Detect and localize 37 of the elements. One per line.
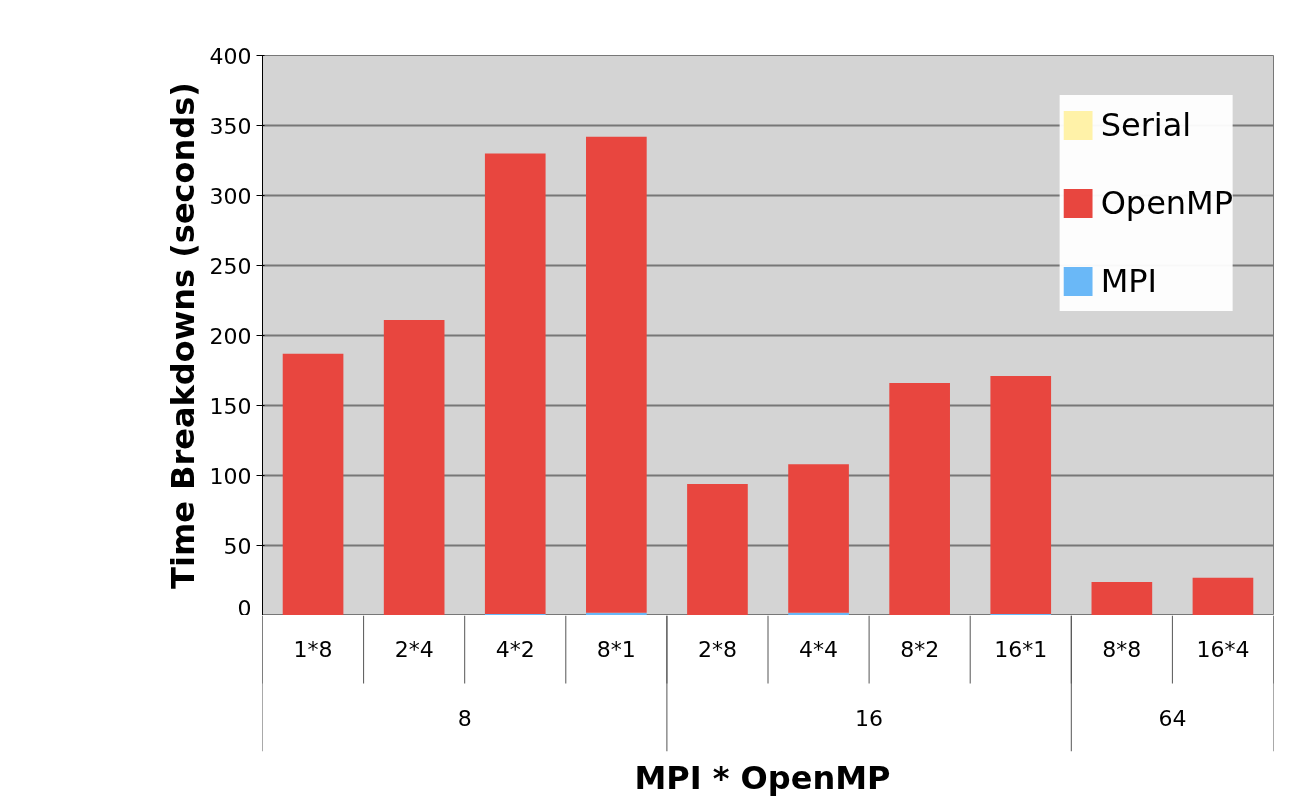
y-tick-label: 300 [209, 183, 252, 209]
x-tick-label: 16*1 [994, 637, 1048, 662]
y-tick-label: 200 [209, 323, 252, 349]
bar [1091, 581, 1153, 615]
legend-label: MPI [1100, 261, 1157, 302]
x-axis-title: MPI * OpenMP [634, 758, 891, 797]
bar [282, 353, 344, 615]
bar [484, 153, 546, 615]
y-tick-label: 0 [237, 595, 252, 621]
x-tick-label: 2*8 [697, 637, 737, 662]
x-tick-label: 2*4 [394, 637, 434, 662]
y-tick-label: 350 [209, 113, 252, 139]
x-tick-label: 8*8 [1102, 637, 1142, 662]
y-tick-label: 150 [209, 393, 252, 419]
y-tick-label: 50 [223, 533, 252, 559]
x-tick-label: 16*4 [1196, 637, 1250, 662]
x-tick-label: 4*4 [799, 637, 839, 662]
text: 16 [855, 705, 884, 731]
legend-label: Serial [1100, 105, 1192, 146]
text: 64 [1158, 705, 1187, 731]
legend-label: OpenMP [1100, 183, 1233, 224]
y-tick-label: 100 [209, 463, 252, 489]
x-tick-label: 8*2 [900, 637, 940, 662]
x-tick-label: 8*1 [596, 637, 636, 662]
bar [1192, 577, 1254, 615]
text: 8 [457, 705, 472, 731]
bar [990, 376, 1052, 615]
y-tick-label: 400 [209, 43, 252, 69]
x-tick-label: 1*8 [293, 637, 333, 662]
bar [788, 464, 849, 613]
bar [687, 483, 748, 615]
bar [383, 320, 445, 615]
bar [586, 136, 647, 613]
y-axis-title: Time Breakdowns (seconds) [163, 82, 202, 589]
y-tick-label: 250 [209, 253, 252, 279]
x-tick-label: 4*2 [495, 637, 535, 662]
bar [889, 383, 950, 615]
